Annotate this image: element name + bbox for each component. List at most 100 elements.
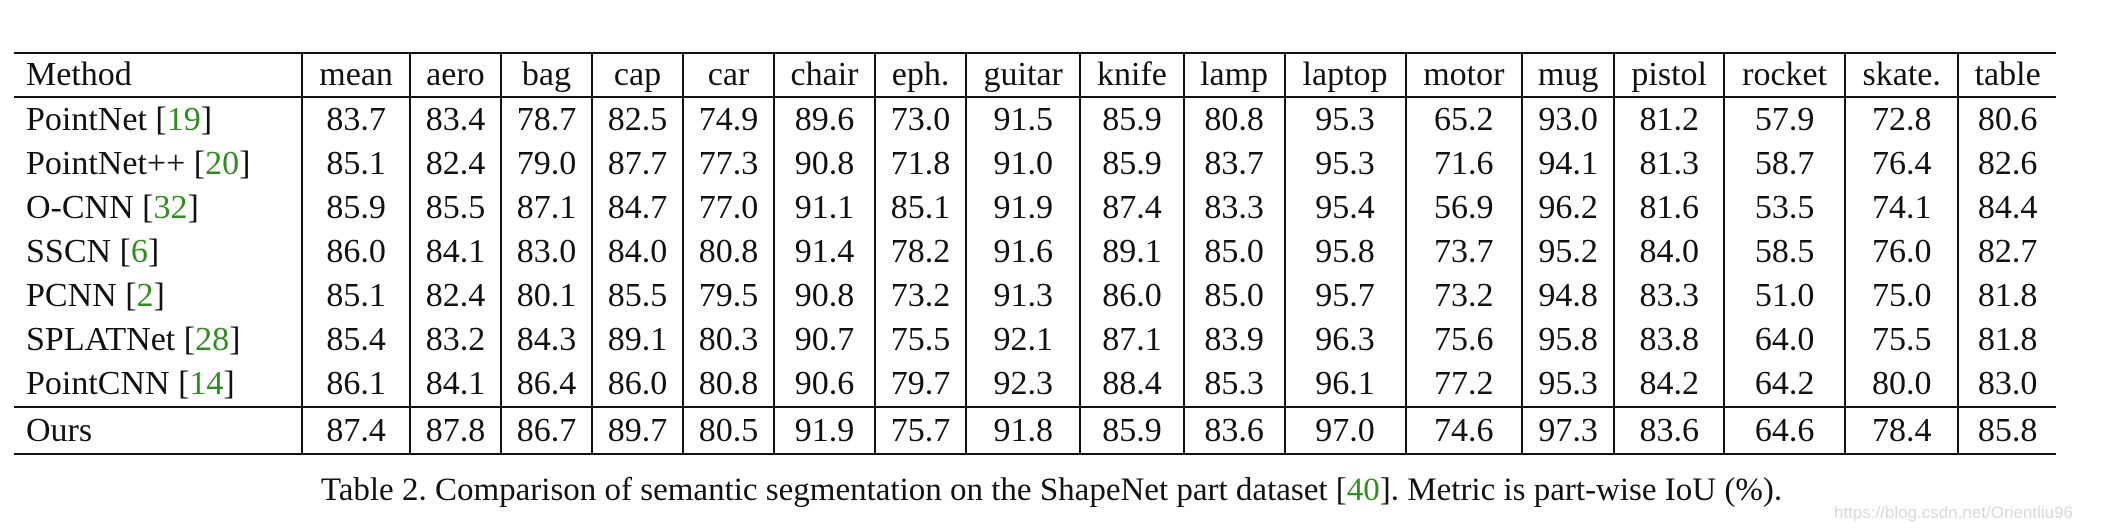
- table-row: PointNet [19] 83.7 83.4 78.7 82.5 74.9 89.6 73.…: [14, 97, 2056, 142]
- value-cell: 51.0: [1723, 274, 1846, 318]
- value-cell: 83.2: [408, 318, 501, 362]
- value-cell: 86.1: [301, 362, 410, 408]
- value-cell: 85.5: [408, 186, 501, 230]
- method-name: Ours: [26, 411, 93, 449]
- table-row: O-CNN [32] 85.9 85.5 87.1 84.7 77.0 91.1 85.1 91…: [14, 186, 2056, 230]
- method-cell: PointNet++ [20]: [26, 145, 251, 182]
- value-cell: 85.0: [1182, 230, 1285, 274]
- value-cell: 88.4: [1079, 362, 1184, 408]
- value-cell: 64.0: [1723, 318, 1846, 362]
- header-row: Method mean aero bag cap car chair eph. guitar kn…: [14, 52, 2056, 98]
- value-cell: 92.3: [965, 362, 1081, 408]
- value-cell: 79.0: [499, 142, 592, 186]
- value-cell: 78.4: [1844, 406, 1959, 455]
- value-cell: 73.2: [1404, 274, 1523, 318]
- method-name: PointCNN: [26, 365, 170, 402]
- value-cell: 58.7: [1723, 142, 1846, 186]
- column-header: aero: [408, 52, 501, 98]
- method-name: SSCN: [26, 233, 112, 270]
- value-cell: 79.7: [874, 362, 967, 408]
- value-cell: 84.2: [1613, 362, 1725, 408]
- value-cell: 80.8: [682, 230, 775, 274]
- watermark: https://blog.csdn.net/Orientliu96: [1833, 503, 2073, 522]
- column-header: car: [682, 52, 775, 98]
- method-name: PointNet++: [26, 145, 186, 182]
- value-cell: 95.7: [1283, 274, 1406, 318]
- value-cell: 91.3: [965, 274, 1081, 318]
- citation-link[interactable]: 6: [130, 233, 148, 270]
- table-row: PointNet++ [20] 85.1 82.4 79.0 87.7 77.3 90.8 7…: [14, 142, 2056, 186]
- value-cell: 72.8: [1844, 97, 1959, 142]
- value-cell: 82.4: [408, 274, 501, 318]
- value-cell: 85.1: [874, 186, 967, 230]
- value-cell: 87.4: [301, 406, 410, 455]
- column-header: knife: [1079, 52, 1184, 98]
- value-cell: 90.6: [773, 362, 876, 408]
- value-cell: 95.4: [1283, 186, 1406, 230]
- value-cell: 76.4: [1844, 142, 1959, 186]
- value-cell: 56.9: [1404, 186, 1523, 230]
- value-cell: 85.5: [590, 274, 684, 318]
- method-cell: SSCN [6]: [26, 233, 160, 270]
- value-cell: 85.9: [1079, 406, 1184, 455]
- value-cell: 85.4: [301, 318, 410, 362]
- value-cell: 84.0: [590, 230, 684, 274]
- column-header: chair: [773, 52, 876, 98]
- value-cell: 91.9: [965, 186, 1081, 230]
- value-cell: 89.7: [590, 406, 684, 455]
- value-cell: 81.6: [1613, 186, 1725, 230]
- ours-section: Ours 87.4 87.8 86.7 89.7 80.5 91.9 75.7 91.8 85.9…: [14, 406, 2056, 455]
- method-name: SPLATNet: [26, 321, 176, 358]
- value-cell: 84.0: [1613, 230, 1725, 274]
- citation-link[interactable]: 2: [136, 277, 154, 314]
- method-cell: PointNet [19]: [26, 101, 213, 138]
- value-cell: 94.1: [1521, 142, 1615, 186]
- table-row: PointCNN [14] 86.1 84.1 86.4 86.0 80.8 90.6 79.…: [14, 362, 2056, 408]
- value-cell: 95.3: [1283, 97, 1406, 142]
- column-header: bag: [499, 52, 592, 98]
- method-name: PCNN: [26, 277, 117, 314]
- value-cell: 87.1: [499, 186, 592, 230]
- value-cell: 85.1: [301, 274, 410, 318]
- citation-link[interactable]: 19: [166, 101, 201, 138]
- value-cell: 73.0: [874, 97, 967, 142]
- citation-link[interactable]: 20: [205, 145, 240, 182]
- value-cell: 97.0: [1283, 406, 1406, 455]
- value-cell: 87.4: [1079, 186, 1184, 230]
- value-cell: 91.0: [965, 142, 1081, 186]
- method-cell: PCNN [2]: [26, 277, 165, 314]
- value-cell: 95.3: [1283, 142, 1406, 186]
- value-cell: 79.5: [682, 274, 775, 318]
- value-cell: 80.0: [1844, 362, 1959, 408]
- caption-citation[interactable]: 40: [1346, 472, 1380, 508]
- value-cell: 84.3: [499, 318, 592, 362]
- value-cell: 74.9: [682, 97, 775, 142]
- method-cell: O-CNN [32]: [26, 189, 199, 226]
- value-cell: 83.6: [1613, 406, 1725, 455]
- value-cell: 76.0: [1844, 230, 1959, 274]
- value-cell: 87.1: [1079, 318, 1184, 362]
- value-cell: 77.3: [682, 142, 775, 186]
- column-header: guitar: [965, 52, 1081, 98]
- column-header: lamp: [1182, 52, 1285, 98]
- value-cell: 87.7: [590, 142, 684, 186]
- caption-suffix: ]. Metric is part-wise IoU (%).: [1379, 472, 1783, 508]
- value-cell: 91.8: [965, 406, 1081, 455]
- citation-link[interactable]: 14: [189, 365, 224, 402]
- citation-link[interactable]: 32: [153, 189, 188, 226]
- value-cell: 81.2: [1613, 97, 1725, 142]
- citation-link[interactable]: 28: [195, 321, 230, 358]
- value-cell: 83.0: [1957, 362, 2056, 408]
- column-header: cap: [590, 52, 684, 98]
- value-cell: 95.8: [1283, 230, 1406, 274]
- method-cell: Ours: [14, 406, 303, 455]
- value-cell: 91.9: [773, 406, 876, 455]
- value-cell: 95.3: [1521, 362, 1615, 408]
- value-cell: 83.3: [1182, 186, 1285, 230]
- value-cell: 91.6: [965, 230, 1081, 274]
- value-cell: 86.7: [499, 406, 592, 455]
- value-cell: 80.3: [682, 318, 775, 362]
- value-cell: 90.8: [773, 274, 876, 318]
- value-cell: 86.0: [590, 362, 684, 408]
- value-cell: 85.1: [301, 142, 410, 186]
